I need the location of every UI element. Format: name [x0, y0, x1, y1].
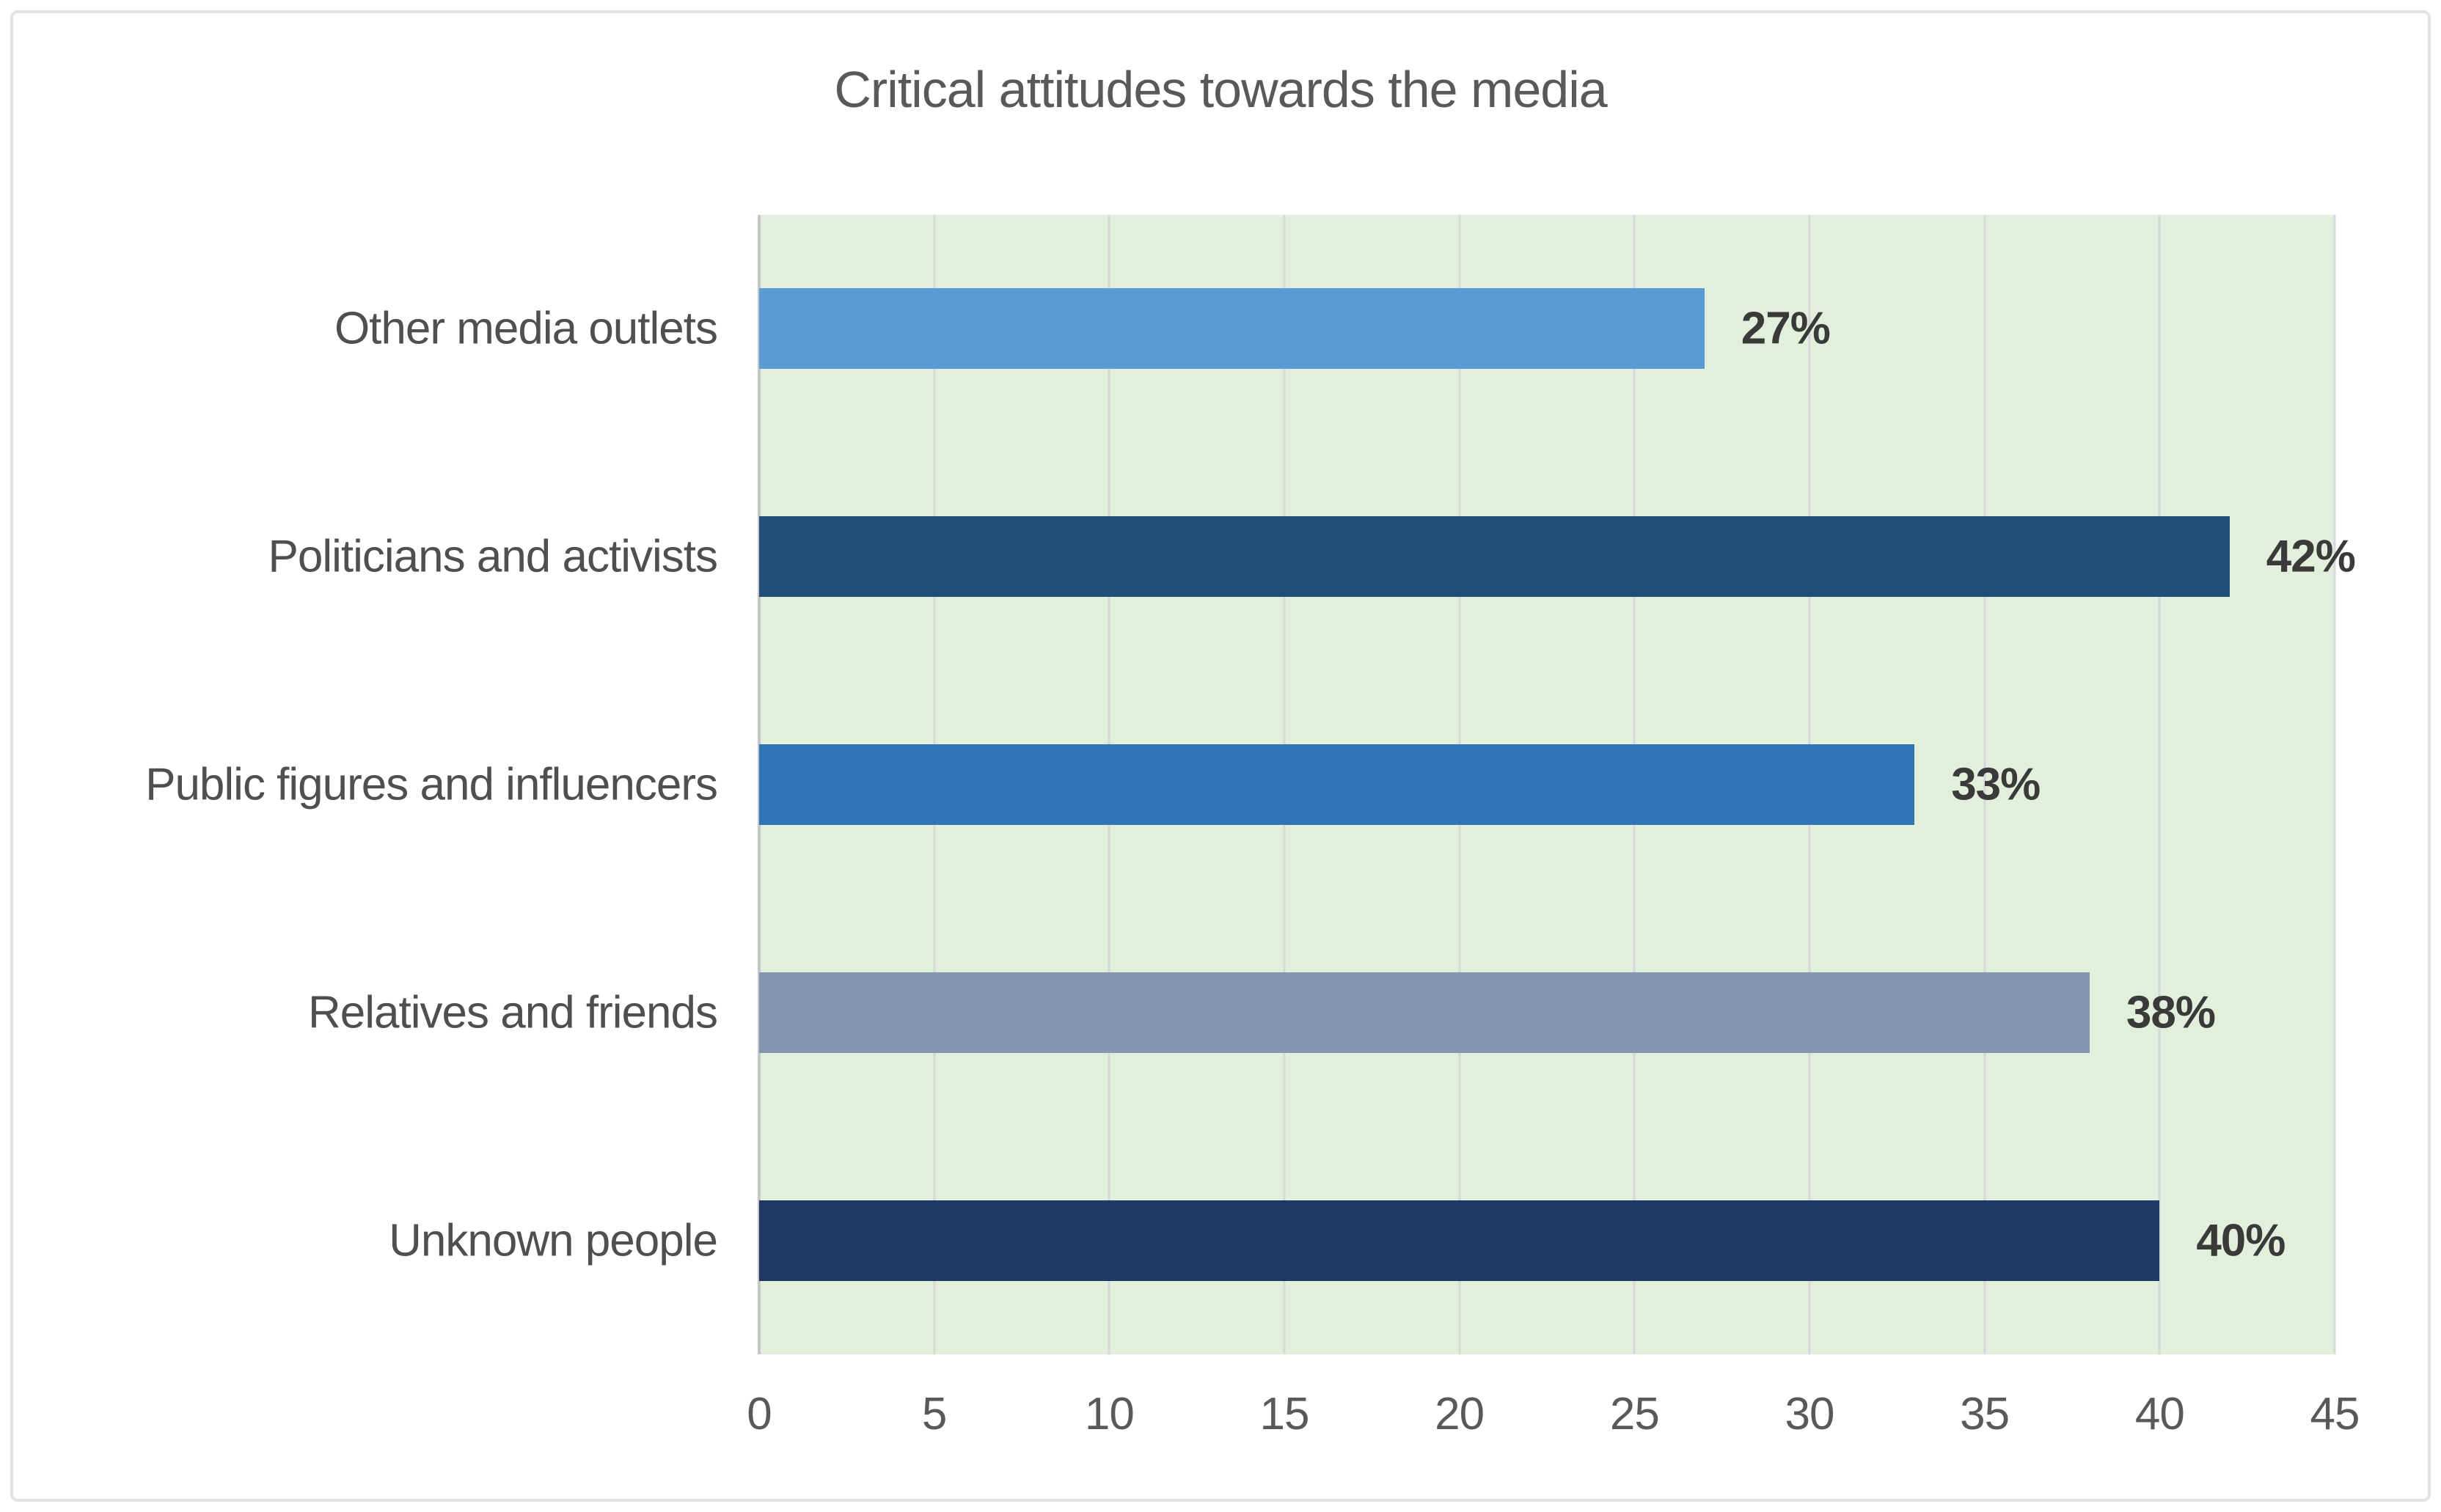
category-label: Politicians and activists	[268, 531, 719, 582]
chart-title: Critical attitudes towards the media	[834, 61, 1607, 118]
x-tick-label: 40	[2134, 1389, 2185, 1439]
category-label: Other media outlets	[334, 303, 718, 354]
category-label: Public figures and influencers	[145, 759, 718, 810]
x-tick-label: 0	[747, 1389, 772, 1439]
bar-row: 33%	[759, 671, 2335, 899]
x-tick-label: 5	[921, 1389, 947, 1439]
value-label: 38%	[2126, 987, 2216, 1038]
x-tick-label: 10	[1084, 1389, 1135, 1439]
gridline	[2333, 215, 2336, 1354]
bar	[759, 744, 1915, 825]
bar	[759, 1200, 2160, 1281]
category-axis: Other media outlets Politicians and activ…	[0, 215, 719, 1354]
value-label: 40%	[2196, 1215, 2286, 1266]
x-tick-label: 15	[1259, 1389, 1310, 1439]
plot-area: 27% 42% 33% 38% 40%	[758, 215, 2356, 1354]
value-label: 33%	[1951, 759, 2041, 810]
bar-row: 38%	[759, 898, 2335, 1126]
bar	[759, 516, 2230, 598]
gridline	[1983, 215, 1986, 1354]
bar-row: 42%	[759, 443, 2356, 671]
x-tick-label: 35	[1960, 1389, 2010, 1439]
category-label: Relatives and friends	[308, 987, 718, 1038]
x-tick-label: 20	[1435, 1389, 1485, 1439]
value-label: 27%	[1741, 303, 1831, 354]
x-axis: 0 5 10 15 20 25 30 35 40 45	[747, 1388, 2360, 1461]
bar-row: 40%	[759, 1126, 2335, 1354]
value-label: 42%	[2266, 531, 2356, 582]
gridline	[2158, 215, 2161, 1354]
x-tick-label: 45	[2310, 1389, 2360, 1439]
x-tick-label: 30	[1785, 1389, 1835, 1439]
bar-row: 27%	[759, 215, 2335, 443]
bar	[759, 972, 2090, 1053]
x-tick-label: 25	[1609, 1389, 1660, 1439]
bar	[759, 288, 1705, 370]
category-label: Unknown people	[389, 1215, 718, 1266]
